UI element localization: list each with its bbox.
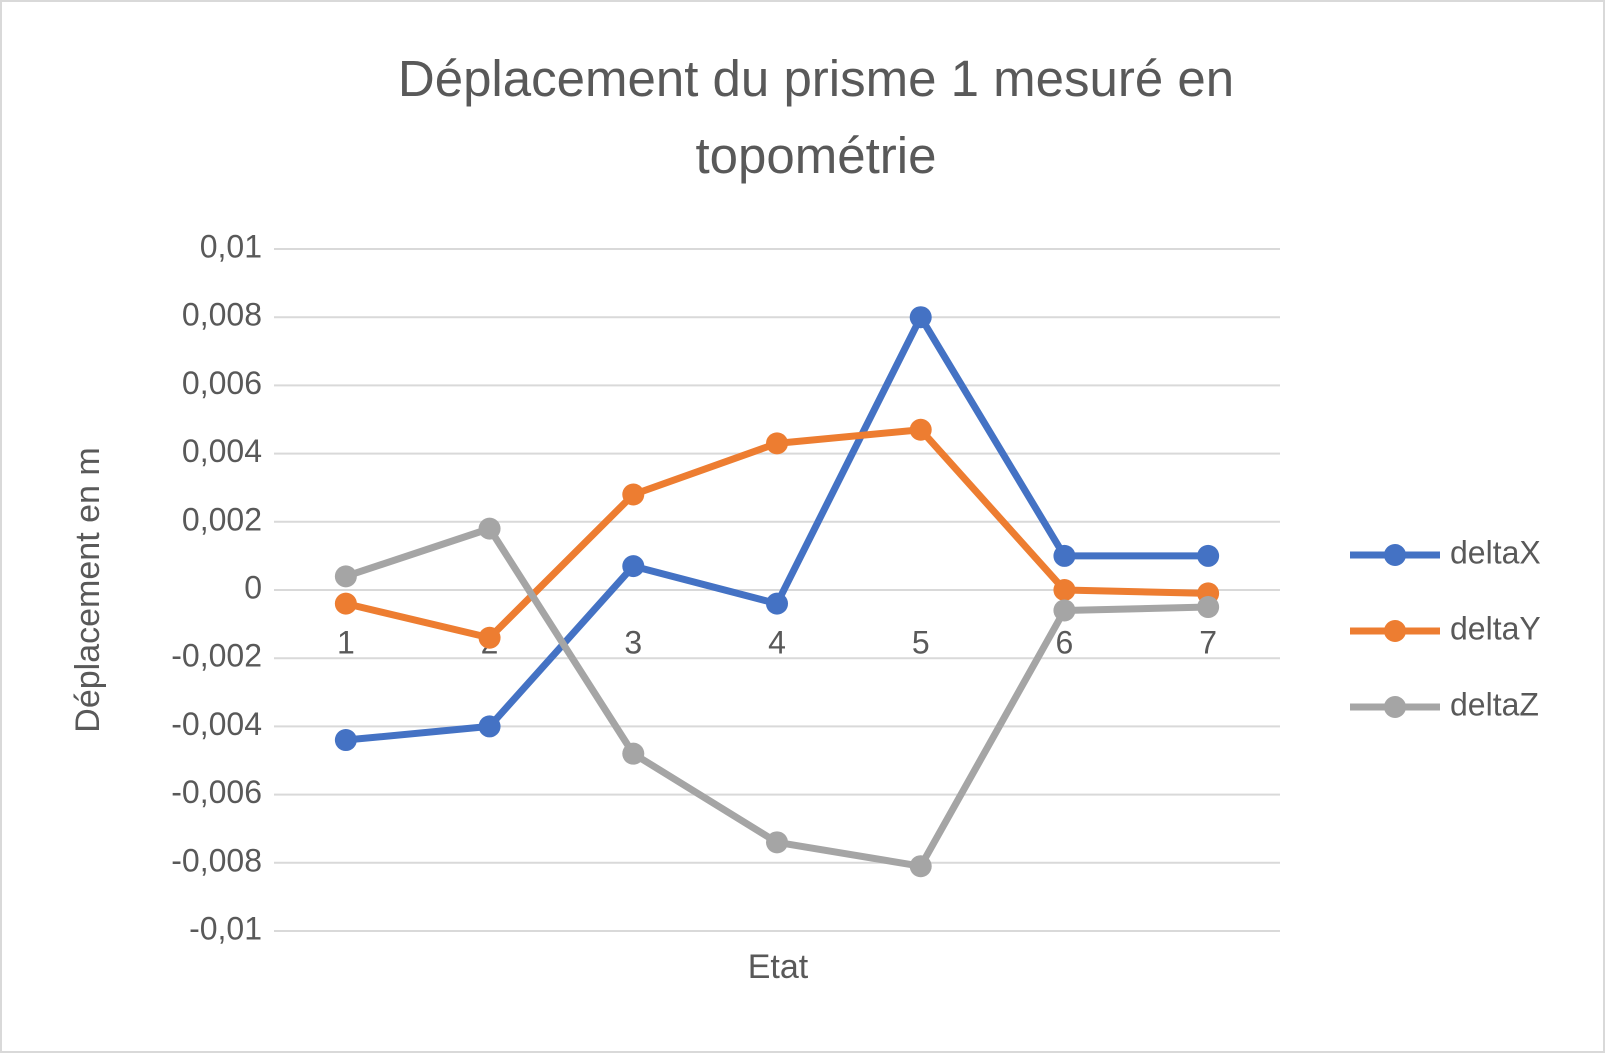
y-tick-label: -0,002 xyxy=(171,638,262,674)
data-point xyxy=(622,555,645,578)
y-tick-label: 0,006 xyxy=(182,365,262,401)
data-point xyxy=(478,626,501,649)
chart-title: Déplacement du prisme 1 mesuré en topomé… xyxy=(397,50,1235,184)
data-point xyxy=(478,517,501,540)
data-point xyxy=(1197,544,1220,567)
x-tick-label: 4 xyxy=(768,624,786,660)
data-point xyxy=(766,592,788,615)
data-point xyxy=(909,418,932,441)
data-point xyxy=(1053,599,1076,622)
x-axis-label: Etat xyxy=(748,948,809,986)
data-point xyxy=(909,855,932,878)
data-point xyxy=(1197,596,1220,619)
data-point xyxy=(334,592,357,615)
x-tick-label: 7 xyxy=(1199,624,1217,660)
data-point xyxy=(334,565,357,588)
y-tick-label: -0,006 xyxy=(171,774,262,810)
y-tick-label: -0,008 xyxy=(171,842,262,878)
data-point xyxy=(478,715,501,738)
legend-marker xyxy=(1384,696,1406,718)
y-tick-label: -0,004 xyxy=(171,706,262,742)
data-point xyxy=(766,831,788,854)
data-point xyxy=(909,306,932,329)
legend-label: deltaX xyxy=(1450,534,1541,570)
data-point xyxy=(766,432,788,455)
y-tick-label: 0,008 xyxy=(182,297,262,333)
data-point xyxy=(1053,544,1076,567)
y-axis-label: Déplacement en m xyxy=(69,447,107,732)
y-tick-label: -0,01 xyxy=(189,910,262,946)
legend-marker xyxy=(1384,544,1406,566)
x-tick-label: 6 xyxy=(1056,624,1074,660)
legend-marker xyxy=(1384,620,1406,642)
x-tick-label: 5 xyxy=(912,624,930,660)
y-tick-label: 0,002 xyxy=(182,501,262,537)
legend-label: deltaY xyxy=(1450,610,1541,646)
x-tick-label: 1 xyxy=(337,624,355,660)
y-tick-label: 0,01 xyxy=(200,228,262,264)
data-point xyxy=(622,483,645,506)
x-tick-label: 3 xyxy=(624,624,642,660)
data-point xyxy=(1053,579,1076,601)
y-tick-label: 0,004 xyxy=(182,433,262,469)
data-point xyxy=(334,729,357,752)
legend-label: deltaZ xyxy=(1450,686,1539,722)
data-point xyxy=(622,742,645,765)
y-tick-label: 0 xyxy=(244,569,262,605)
